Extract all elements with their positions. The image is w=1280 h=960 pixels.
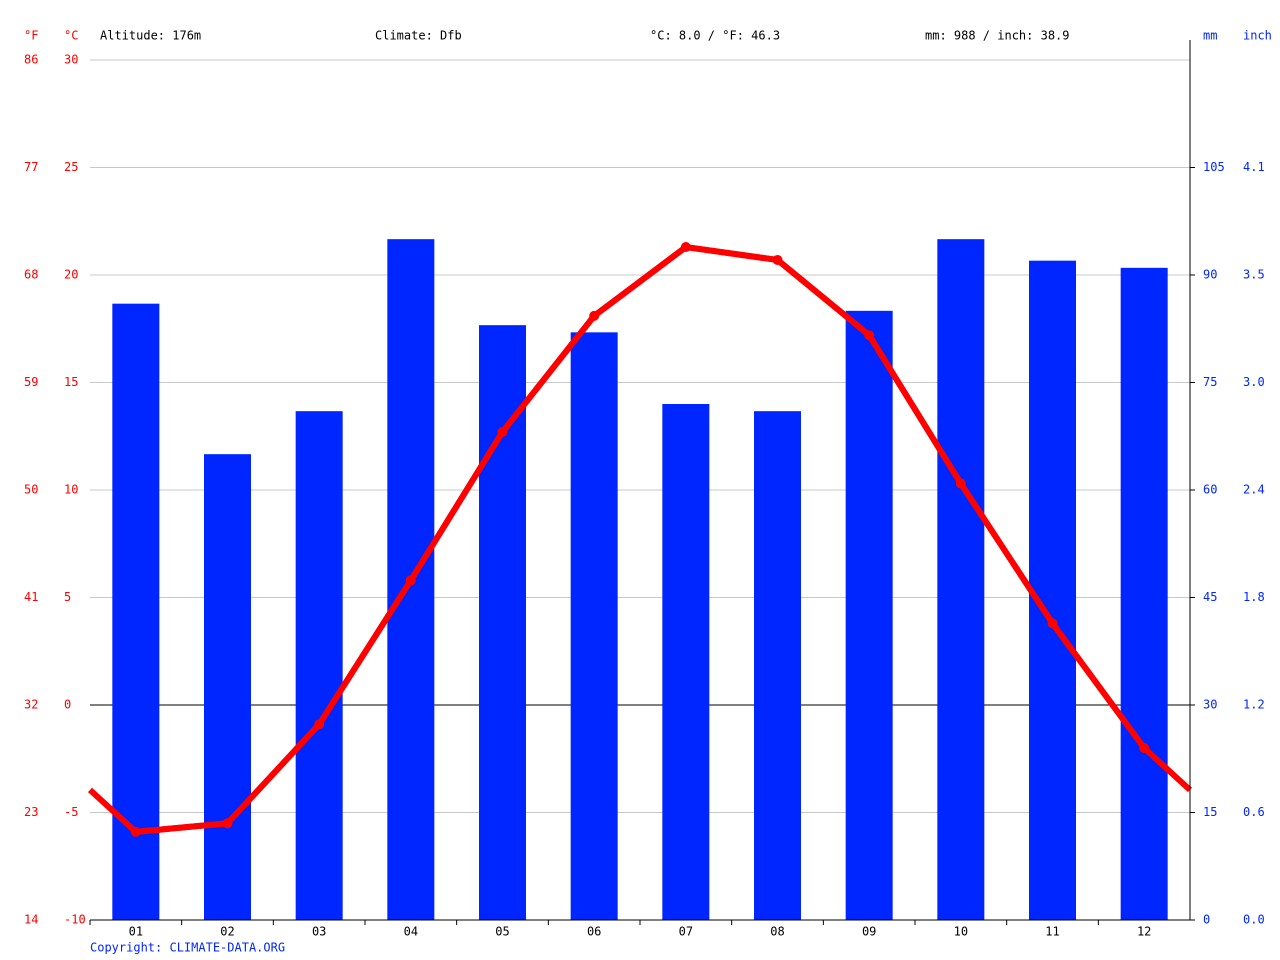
f-tick-label: 77 xyxy=(24,160,38,174)
temperature-point xyxy=(314,719,325,730)
altitude: Altitude: 176m xyxy=(100,29,201,43)
temperature-point xyxy=(589,310,600,321)
inch-tick-label: 1.8 xyxy=(1243,590,1265,604)
c-tick-label: -5 xyxy=(64,805,78,819)
mm-tick-label: 45 xyxy=(1203,590,1217,604)
mm-tick-label: 75 xyxy=(1203,375,1217,389)
mm-tick-label: 90 xyxy=(1203,268,1217,282)
x-tick-label: 04 xyxy=(404,925,418,939)
temperature-point xyxy=(680,242,691,253)
c-tick-label: -10 xyxy=(64,913,86,927)
temperature-line xyxy=(135,244,1147,835)
bar xyxy=(570,332,618,920)
bar xyxy=(295,411,343,920)
f-tick-label: 14 xyxy=(24,913,38,927)
mm-unit: mm xyxy=(1203,29,1217,43)
c-tick-label: 5 xyxy=(64,590,71,604)
bar xyxy=(937,239,985,920)
mm-tick-label: 30 xyxy=(1203,698,1217,712)
bar xyxy=(754,411,801,920)
bar xyxy=(479,325,526,921)
f-tick-label: 86 xyxy=(24,53,38,67)
inch-tick-label: 1.2 xyxy=(1243,698,1265,712)
inch-tick-label: 2.4 xyxy=(1243,483,1265,497)
c-tick-label: 10 xyxy=(64,483,78,497)
climate: Climate: Dfb xyxy=(375,29,462,43)
c-tick-label: 30 xyxy=(64,53,78,67)
x-tick-label: 02 xyxy=(220,925,234,939)
mm-tick-label: 0 xyxy=(1203,913,1210,927)
x-tick-label: 03 xyxy=(312,925,326,939)
c-tick-label: 15 xyxy=(64,375,78,389)
x-tick-label: 10 xyxy=(954,925,968,939)
temperature-point xyxy=(1047,618,1058,629)
temperature-point xyxy=(405,575,416,586)
bar xyxy=(204,454,251,920)
c-unit: °C xyxy=(64,29,78,43)
temperature-point xyxy=(1139,743,1150,753)
precip-total: mm: 988 / inch: 38.9 xyxy=(925,29,1070,43)
c-tick-label: 20 xyxy=(64,268,78,282)
f-tick-label: 32 xyxy=(24,698,38,712)
temperature-point xyxy=(955,478,966,489)
inch-tick-label: 0.0 xyxy=(1243,913,1265,927)
inch-tick-label: 3.0 xyxy=(1243,375,1265,389)
x-tick-label: 08 xyxy=(770,925,784,939)
f-tick-label: 50 xyxy=(24,483,38,497)
avg-temp: °C: 8.0 / °F: 46.3 xyxy=(650,29,780,43)
f-tick-label: 68 xyxy=(24,268,38,282)
x-tick-label: 11 xyxy=(1045,925,1059,939)
x-tick-label: 05 xyxy=(495,925,509,939)
temperature-point xyxy=(222,818,233,829)
f-tick-label: 23 xyxy=(24,805,38,819)
temperature-point xyxy=(130,826,141,837)
x-tick-label: 12 xyxy=(1137,925,1151,939)
c-tick-label: 25 xyxy=(64,160,78,174)
inch-unit: inch xyxy=(1243,29,1272,43)
mm-tick-label: 60 xyxy=(1203,483,1217,497)
temperature-point xyxy=(864,330,875,341)
inch-tick-label: 3.5 xyxy=(1243,268,1265,282)
f-tick-label: 41 xyxy=(24,590,38,604)
x-tick-label: 01 xyxy=(129,925,143,939)
temperature-point xyxy=(497,426,508,437)
f-tick-label: 59 xyxy=(24,375,38,389)
temperature-edges xyxy=(87,244,1193,835)
bar xyxy=(845,310,893,920)
c-tick-label: 0 xyxy=(64,698,71,712)
bar xyxy=(662,404,710,920)
bar xyxy=(1029,260,1076,921)
x-tick-label: 06 xyxy=(587,925,601,939)
temperature-point xyxy=(772,254,783,265)
bar xyxy=(1120,267,1168,920)
x-tick-label: 07 xyxy=(679,925,693,939)
x-tick-label: 09 xyxy=(862,925,876,939)
f-unit: °F xyxy=(24,29,38,43)
inch-tick-label: 4.1 xyxy=(1243,160,1265,174)
inch-tick-label: 0.6 xyxy=(1243,805,1265,819)
mm-tick-label: 105 xyxy=(1203,160,1225,174)
copyright: Copyright: CLIMATE-DATA.ORG xyxy=(90,941,285,955)
mm-tick-label: 15 xyxy=(1203,805,1217,819)
